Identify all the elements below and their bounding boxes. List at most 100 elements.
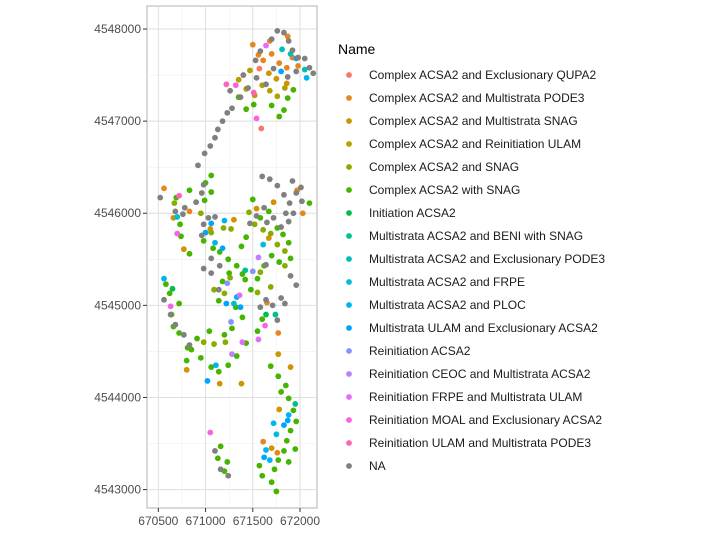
data-point <box>287 364 294 370</box>
data-point <box>186 187 193 194</box>
data-point <box>275 373 282 380</box>
data-point <box>194 335 200 342</box>
data-point <box>298 198 305 205</box>
data-point <box>281 85 288 91</box>
data-point <box>208 229 215 236</box>
data-point <box>240 72 247 78</box>
data-point <box>230 300 237 307</box>
data-point <box>257 269 264 276</box>
data-point <box>208 255 215 262</box>
data-point <box>268 36 275 43</box>
data-point <box>274 182 281 189</box>
legend-key <box>346 233 352 239</box>
data-point <box>249 196 256 203</box>
data-point <box>226 270 233 277</box>
data-point <box>183 366 190 373</box>
data-point <box>281 107 287 113</box>
data-point <box>225 472 232 479</box>
data-point <box>271 466 278 473</box>
legend-label: Reinitiation MOAL and Exclusionary ACSA2 <box>369 413 602 427</box>
data-point <box>268 50 275 57</box>
data-point <box>174 230 181 237</box>
data-point <box>221 331 228 338</box>
data-point <box>285 38 292 44</box>
data-point <box>198 190 205 196</box>
data-point <box>281 248 288 254</box>
data-point <box>225 256 232 263</box>
data-point <box>258 125 265 132</box>
data-point <box>208 172 215 179</box>
data-point <box>167 311 174 318</box>
data-points <box>157 27 317 495</box>
data-point <box>281 191 287 198</box>
data-point <box>289 178 296 184</box>
data-point <box>256 462 263 469</box>
data-point <box>274 93 281 100</box>
data-point <box>290 407 297 414</box>
data-point <box>269 302 276 309</box>
legend-label: Multistrata ACSA2 and PLOC <box>369 298 526 312</box>
data-point <box>220 225 227 231</box>
data-point <box>270 65 277 72</box>
legend-label: Multistrata ACSA2 and BENI with SNAG <box>369 229 583 243</box>
data-point <box>253 115 260 122</box>
data-point <box>233 262 240 269</box>
legend-key <box>346 210 352 216</box>
data-point <box>285 459 292 465</box>
data-point <box>229 325 235 332</box>
x-tick-label: 672000 <box>280 514 320 528</box>
data-point <box>303 74 310 81</box>
data-point <box>306 64 313 71</box>
data-point <box>281 447 287 454</box>
data-point <box>261 454 268 461</box>
legend-key <box>346 118 352 124</box>
data-point <box>268 252 275 259</box>
legend-label: Reinitiation ULAM and Multistrata PODE3 <box>369 436 591 450</box>
legend-key <box>346 371 352 377</box>
data-point <box>169 285 176 292</box>
data-point <box>278 224 285 230</box>
legend-key <box>346 256 352 262</box>
data-point <box>267 230 274 237</box>
data-point <box>285 395 292 402</box>
data-point <box>176 330 183 336</box>
data-point <box>211 286 217 293</box>
data-point <box>200 181 207 188</box>
data-point <box>268 479 275 486</box>
data-point <box>255 254 262 261</box>
data-point <box>177 221 183 228</box>
data-point <box>287 272 294 279</box>
data-point <box>183 357 190 364</box>
data-point <box>242 276 249 283</box>
data-point <box>257 48 264 55</box>
data-point <box>208 364 215 370</box>
data-point <box>281 422 287 429</box>
data-point <box>228 319 234 325</box>
data-point <box>268 102 275 109</box>
data-point <box>238 243 245 250</box>
data-point <box>250 89 257 96</box>
legend-key <box>346 417 352 423</box>
data-point <box>266 176 273 183</box>
legend-label: Complex ACSA2 and SNAG <box>369 160 519 174</box>
data-point <box>217 443 224 450</box>
data-point <box>249 268 256 275</box>
data-point <box>197 210 204 217</box>
legend-label: Complex ACSA2 and Exclusionary QUPA2 <box>369 68 597 82</box>
data-point <box>270 214 277 221</box>
data-point <box>260 57 267 64</box>
legend-key <box>346 325 352 331</box>
data-point <box>264 219 270 226</box>
data-point <box>263 81 269 88</box>
data-point <box>265 208 272 215</box>
legend-label: Complex ACSA2 and Multistrata SNAG <box>369 114 578 128</box>
y-tick-label: 4547000 <box>94 114 141 128</box>
legend-key <box>346 95 352 101</box>
data-point <box>171 200 178 207</box>
data-point <box>167 303 174 310</box>
data-point <box>254 275 261 282</box>
data-point <box>239 314 246 321</box>
plot-panel: 670500 671000 671500 672000 4543000 4544000 45… <box>94 5 320 528</box>
data-point <box>217 466 224 473</box>
data-point <box>245 85 251 91</box>
